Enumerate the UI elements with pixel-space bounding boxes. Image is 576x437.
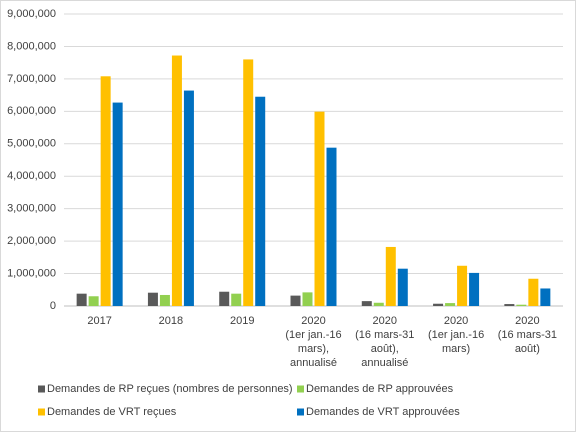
legend-swatch [297, 385, 304, 393]
bar [231, 293, 242, 306]
y-tick-label: 3,000,000 [7, 203, 56, 215]
legend-label: Demandes de VRT reçues [47, 406, 177, 418]
bar [88, 296, 99, 306]
y-tick-label: 5,000,000 [7, 138, 56, 150]
bar [540, 288, 551, 306]
x-tick-label: (1er jan.-16 [428, 329, 484, 341]
bar [373, 302, 384, 306]
bar [397, 268, 408, 306]
y-tick-label: 6,000,000 [7, 105, 56, 117]
bar [314, 111, 325, 306]
legend-swatch [297, 408, 304, 416]
legend-swatch [38, 385, 45, 393]
legend-label: Demandes de RP approuvées [306, 383, 454, 395]
bar [469, 272, 480, 306]
bar [445, 303, 456, 306]
y-tick-label: 7,000,000 [7, 73, 56, 85]
x-tick-label: mars) [442, 343, 470, 355]
x-tick-label: 2018 [159, 315, 183, 327]
legend-swatch [38, 408, 45, 416]
bar [290, 295, 301, 306]
bar [457, 265, 468, 306]
legend-label: Demandes de VRT approuvées [306, 406, 460, 418]
bar [385, 246, 396, 306]
x-tick-label: 2020 [444, 315, 468, 327]
bar [433, 303, 444, 306]
x-tick-label: 2020 [373, 315, 397, 327]
y-tick-label: 4,000,000 [7, 170, 56, 182]
legend-label: Demandes de RP reçues (nombres de person… [47, 383, 293, 395]
y-tick-label: 0 [50, 300, 56, 312]
x-tick-label: 2019 [230, 315, 254, 327]
bar [159, 294, 170, 306]
bar [147, 292, 158, 306]
bar [183, 90, 194, 307]
bar [516, 304, 527, 306]
bar [528, 278, 539, 306]
bar [504, 304, 515, 306]
x-tick-label: 2020 [515, 315, 539, 327]
bar [100, 76, 111, 306]
bar [255, 96, 266, 306]
y-tick-label: 2,000,000 [7, 235, 56, 247]
bar [326, 147, 337, 306]
x-tick-label: annualisé [290, 357, 337, 369]
x-tick-label: (16 mars-31 [498, 329, 557, 341]
x-tick-label: (1er jan.-16 [285, 329, 341, 341]
x-tick-label: août) [515, 343, 540, 355]
bar [361, 301, 372, 306]
x-tick-label: août), [371, 343, 399, 355]
x-tick-label: 2020 [301, 315, 325, 327]
y-tick-label: 8,000,000 [7, 40, 56, 52]
y-tick-label: 1,000,000 [7, 267, 56, 279]
x-tick-label: 2017 [87, 315, 111, 327]
x-tick-label: (16 mars-31 [355, 329, 414, 341]
y-tick-label: 9,000,000 [7, 8, 56, 20]
x-tick-label: mars), [298, 343, 329, 355]
bar [302, 292, 313, 306]
bar [171, 55, 182, 307]
x-tick-label: annualisé [361, 357, 408, 369]
bar [243, 59, 254, 306]
bar [112, 102, 123, 306]
bar [219, 291, 230, 306]
bar [76, 293, 87, 306]
